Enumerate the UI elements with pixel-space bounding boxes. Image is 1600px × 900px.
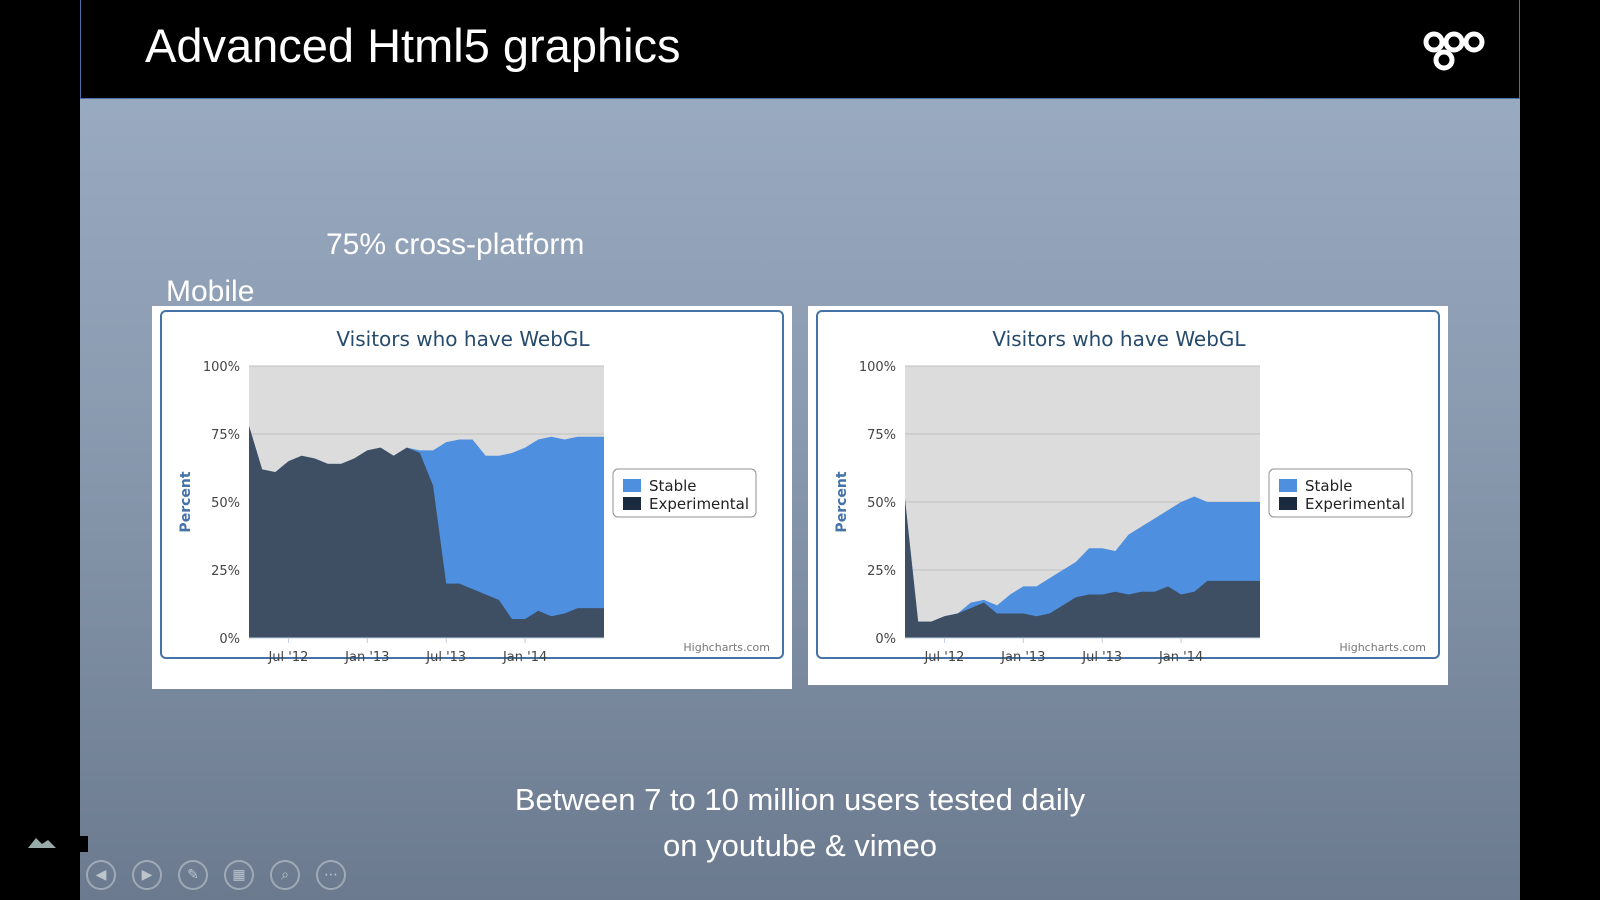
more-dots-icon[interactable]: ⋯ <box>316 860 346 890</box>
x-tick-label: Jan '14 <box>502 650 547 665</box>
slide-title: Advanced Html5 graphics <box>145 19 681 72</box>
chevron-left-icon[interactable]: ◀ <box>86 860 116 890</box>
y-axis-label: Percent <box>178 471 194 532</box>
mobile-label: Mobile <box>166 275 255 308</box>
webgl-chart-mobile: Visitors who have WebGL 0% 25% 50% 75% 100% Pe… <box>816 310 1440 665</box>
x-tick-label: Jan '13 <box>1000 650 1045 665</box>
legend-box <box>612 468 757 518</box>
presenter-corner-mark <box>28 836 88 852</box>
slides-grid-icon[interactable]: ▦ <box>224 860 254 890</box>
legend-label-stable: Stable <box>1305 477 1353 495</box>
x-tick-label: Jan '14 <box>1158 650 1203 665</box>
legend-label-experimental: Experimental <box>649 495 749 513</box>
chart-card-right: Visitors who have WebGL 0% 25% 50% 75% 100% Pe… <box>808 306 1448 685</box>
chart-title: Visitors who have WebGL <box>336 327 590 351</box>
title-bar: Advanced Html5 graphics <box>80 0 1520 99</box>
chart-credit: Highcharts.com <box>1339 641 1426 654</box>
legend-swatch-experimental <box>1279 497 1297 510</box>
y-tick-label: 50% <box>867 496 896 511</box>
legend-box <box>1268 468 1413 518</box>
three-rings-logo <box>1423 31 1485 71</box>
y-tick-label: 75% <box>867 428 896 443</box>
webgl-chart-all: Visitors who have WebGL 0% 25% 50% 75% 100% Pe… <box>160 310 784 665</box>
legend-swatch-experimental <box>623 497 641 510</box>
legend-swatch-stable <box>623 479 641 492</box>
x-tick-label: Jul '13 <box>425 650 466 665</box>
x-tick-label: Jul '13 <box>1081 650 1122 665</box>
cross-platform-caption: 75% cross-platform <box>326 228 585 261</box>
footer-caption-line2: on youtube & vimeo <box>662 828 937 863</box>
chevron-right-icon[interactable]: ▶ <box>132 860 162 890</box>
legend-swatch-stable <box>1279 479 1297 492</box>
slide: Advanced Html5 graphics 75% cross-platfo… <box>80 0 1520 900</box>
chart-credit: Highcharts.com <box>683 641 770 654</box>
magnifier-icon[interactable]: ⌕ <box>270 860 300 890</box>
footer-caption-line1: Between 7 to 10 million users tested dai… <box>514 782 1086 817</box>
y-tick-label: 100% <box>859 360 896 375</box>
y-tick-label: 0% <box>219 632 240 647</box>
x-tick-label: Jan '13 <box>344 650 389 665</box>
legend-label-experimental: Experimental <box>1305 495 1405 513</box>
y-tick-label: 50% <box>211 496 240 511</box>
area-experimental <box>249 425 604 638</box>
pen-icon[interactable]: ✎ <box>178 860 208 890</box>
y-tick-label: 75% <box>211 428 240 443</box>
chart-title: Visitors who have WebGL <box>992 327 1246 351</box>
x-tick-label: Jul '12 <box>267 650 308 665</box>
area-experimental <box>905 499 1260 638</box>
legend-label-stable: Stable <box>649 477 697 495</box>
y-tick-label: 100% <box>203 360 240 375</box>
x-tick-label: Jul '12 <box>923 650 964 665</box>
y-tick-label: 25% <box>211 564 240 579</box>
chart-card-left: Visitors who have WebGL 0% 25% 50% 75% 100% Pe… <box>152 306 792 689</box>
y-tick-label: 0% <box>875 632 896 647</box>
y-tick-label: 25% <box>867 564 896 579</box>
y-axis-label: Percent <box>834 471 850 532</box>
